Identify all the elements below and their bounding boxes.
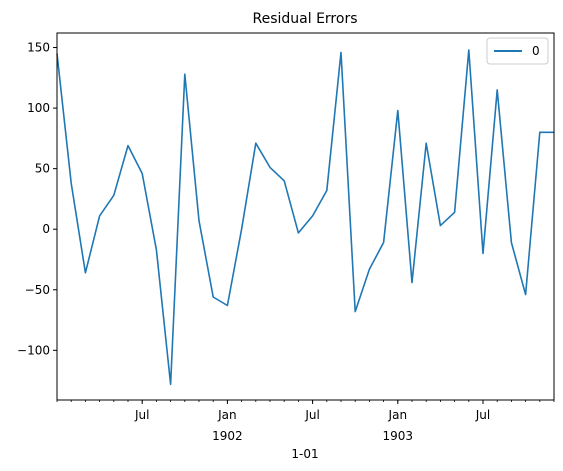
chart-title: Residual Errors [253, 11, 358, 27]
x-axis-label: 1-01 [291, 447, 318, 461]
plot-area [56, 49, 554, 386]
x-tick-year-label: 1902 [212, 429, 243, 443]
x-tick-year-label: 1903 [383, 429, 414, 443]
y-tick-label: 50 [35, 162, 50, 176]
legend-entry-0: 0 [532, 44, 540, 58]
y-tick-label: −100 [17, 343, 50, 357]
x-axis: Jul Jan 1902 Jul Jan 1903 Jul [56, 400, 555, 443]
y-tick-label: 150 [27, 41, 50, 55]
x-tick-label: Jan [388, 408, 408, 422]
plot-frame [56, 32, 555, 401]
legend: 0 [486, 37, 549, 65]
series-line-0 [56, 49, 554, 386]
x-tick-label: Jan [217, 408, 237, 422]
y-tick-label: −50 [25, 283, 50, 297]
x-tick-label: Jul [134, 408, 149, 422]
y-axis: −100 −50 0 50 100 150 [17, 41, 57, 357]
y-tick-label: 100 [27, 101, 50, 115]
x-tick-label: Jul [304, 408, 319, 422]
x-tick-label: Jul [475, 408, 490, 422]
y-tick-label: 0 [42, 222, 50, 236]
